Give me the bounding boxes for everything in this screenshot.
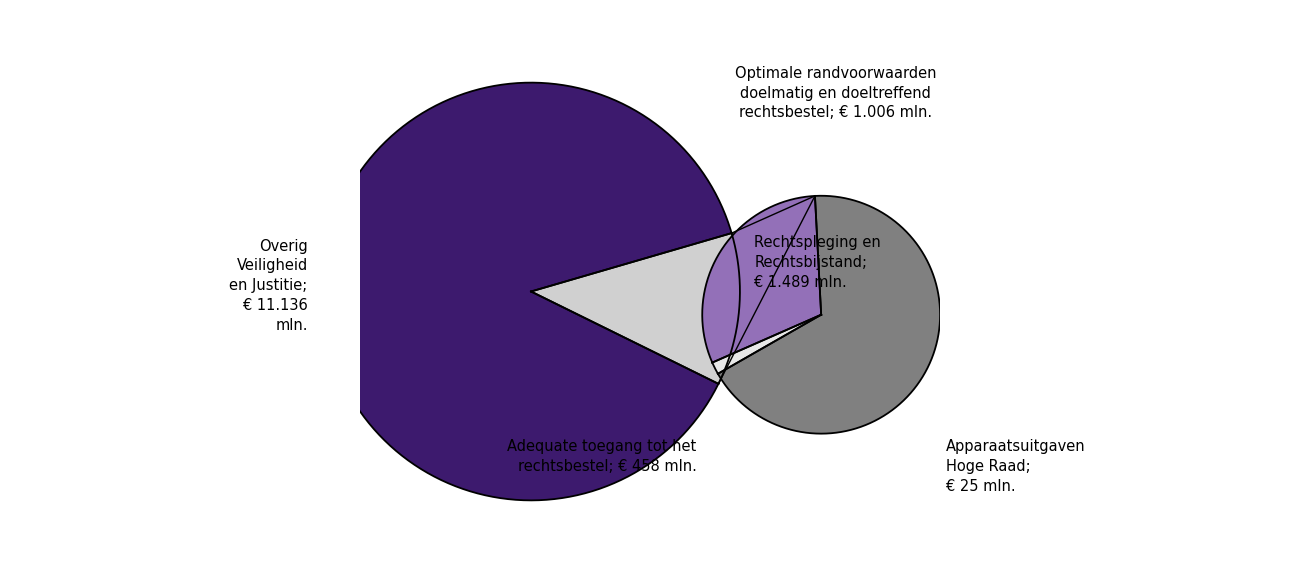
Text: Rechtspleging en
Rechtsbijstand;
€ 1.489 mln.: Rechtspleging en Rechtsbijstand; € 1.489…	[754, 235, 881, 290]
Text: Optimale randvoorwaarden
doelmatig en doeltreffend
rechtsbestel; € 1.006 mln.: Optimale randvoorwaarden doelmatig en do…	[734, 66, 936, 120]
Text: Overig
Veiligheid
en Justitie;
€ 11.136
mln.: Overig Veiligheid en Justitie; € 11.136 …	[229, 238, 308, 333]
Polygon shape	[702, 196, 822, 363]
Text: Apparaatsuitgaven
Hoge Raad;
€ 25 mln.: Apparaatsuitgaven Hoge Raad; € 25 mln.	[946, 440, 1086, 494]
Polygon shape	[532, 233, 740, 384]
Polygon shape	[718, 196, 940, 434]
Polygon shape	[712, 315, 822, 374]
Polygon shape	[322, 83, 732, 500]
Text: Adequate toegang tot het
rechtsbestel; € 458 mln.: Adequate toegang tot het rechtsbestel; €…	[507, 440, 697, 474]
